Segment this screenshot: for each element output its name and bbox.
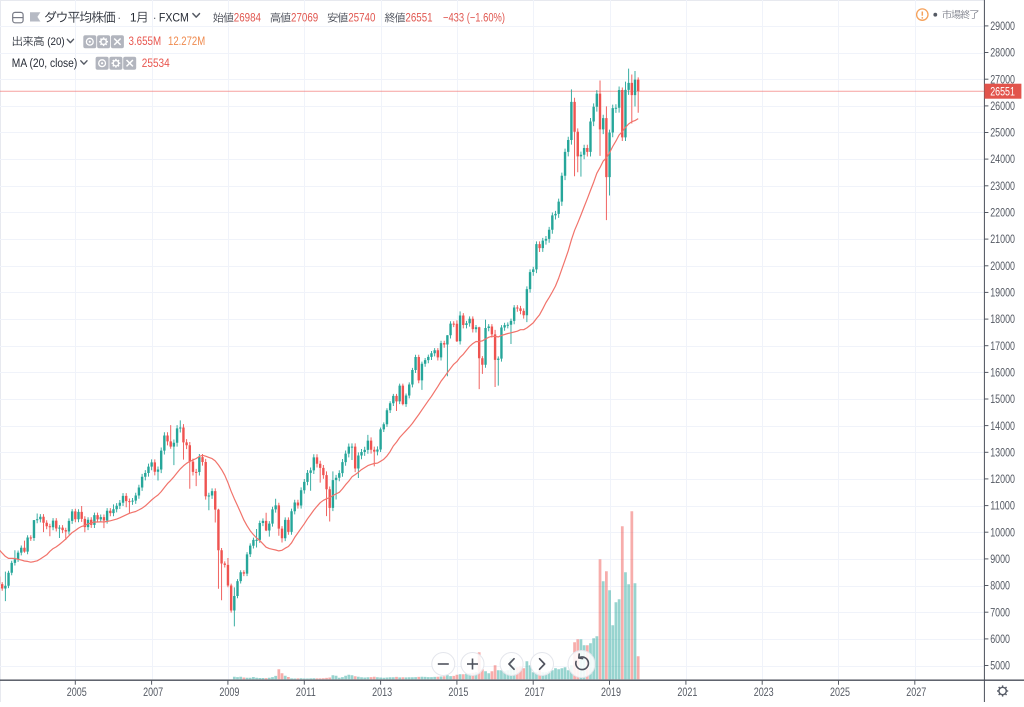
svg-text:29000: 29000 [990, 21, 1015, 33]
svg-text:·: · [117, 10, 121, 24]
svg-text:2011: 2011 [296, 687, 316, 699]
svg-text:19000: 19000 [990, 288, 1015, 300]
svg-text:16000: 16000 [990, 368, 1015, 380]
svg-text:26984: 26984 [234, 12, 262, 24]
svg-text:25000: 25000 [990, 128, 1015, 140]
svg-text:14000: 14000 [990, 421, 1015, 433]
svg-text:28000: 28000 [990, 48, 1015, 60]
svg-text:12.272M: 12.272M [168, 36, 205, 48]
svg-text:FXCM: FXCM [159, 11, 189, 24]
svg-text:20000: 20000 [990, 261, 1015, 273]
svg-text:2005: 2005 [67, 687, 87, 699]
svg-text:(20): (20) [47, 36, 64, 48]
svg-text:9000: 9000 [990, 554, 1010, 566]
svg-text:27000: 27000 [990, 74, 1015, 86]
svg-text:26551: 26551 [990, 86, 1015, 98]
svg-text:2025: 2025 [830, 687, 850, 699]
svg-text:10000: 10000 [990, 527, 1015, 539]
svg-text:2009: 2009 [219, 687, 239, 699]
svg-text:18000: 18000 [990, 314, 1015, 326]
svg-text:2021: 2021 [677, 687, 697, 699]
svg-text:2023: 2023 [754, 687, 774, 699]
svg-text:5000: 5000 [990, 661, 1010, 673]
svg-text:8000: 8000 [990, 581, 1010, 593]
svg-text:24000: 24000 [990, 154, 1015, 166]
svg-text:21000: 21000 [990, 234, 1015, 246]
svg-text:2019: 2019 [601, 687, 621, 699]
svg-text:13000: 13000 [990, 447, 1015, 459]
svg-text:6000: 6000 [990, 634, 1010, 646]
svg-text:1: 1 [130, 10, 137, 24]
svg-text:25534: 25534 [142, 58, 170, 70]
svg-text:11000: 11000 [990, 501, 1015, 513]
svg-text:2017: 2017 [525, 687, 545, 699]
svg-text:2015: 2015 [448, 687, 468, 699]
svg-text:MA (20, close): MA (20, close) [12, 58, 78, 70]
svg-text:26551: 26551 [405, 12, 432, 24]
svg-text:·: · [153, 10, 157, 24]
svg-text:15000: 15000 [990, 394, 1015, 406]
svg-text:2013: 2013 [372, 687, 392, 699]
svg-text:26000: 26000 [990, 101, 1015, 113]
svg-text:17000: 17000 [990, 341, 1015, 353]
svg-text:12000: 12000 [990, 474, 1015, 486]
svg-text:23000: 23000 [990, 181, 1015, 193]
svg-text:22000: 22000 [990, 208, 1015, 220]
svg-text:25740: 25740 [348, 12, 375, 24]
svg-text:7000: 7000 [990, 607, 1010, 619]
svg-text:3.655M: 3.655M [129, 36, 162, 48]
svg-text:2007: 2007 [143, 687, 163, 699]
svg-text:−433 (−1.60%): −433 (−1.60%) [443, 12, 505, 24]
svg-text:2027: 2027 [906, 687, 926, 699]
svg-text:27069: 27069 [291, 12, 318, 24]
